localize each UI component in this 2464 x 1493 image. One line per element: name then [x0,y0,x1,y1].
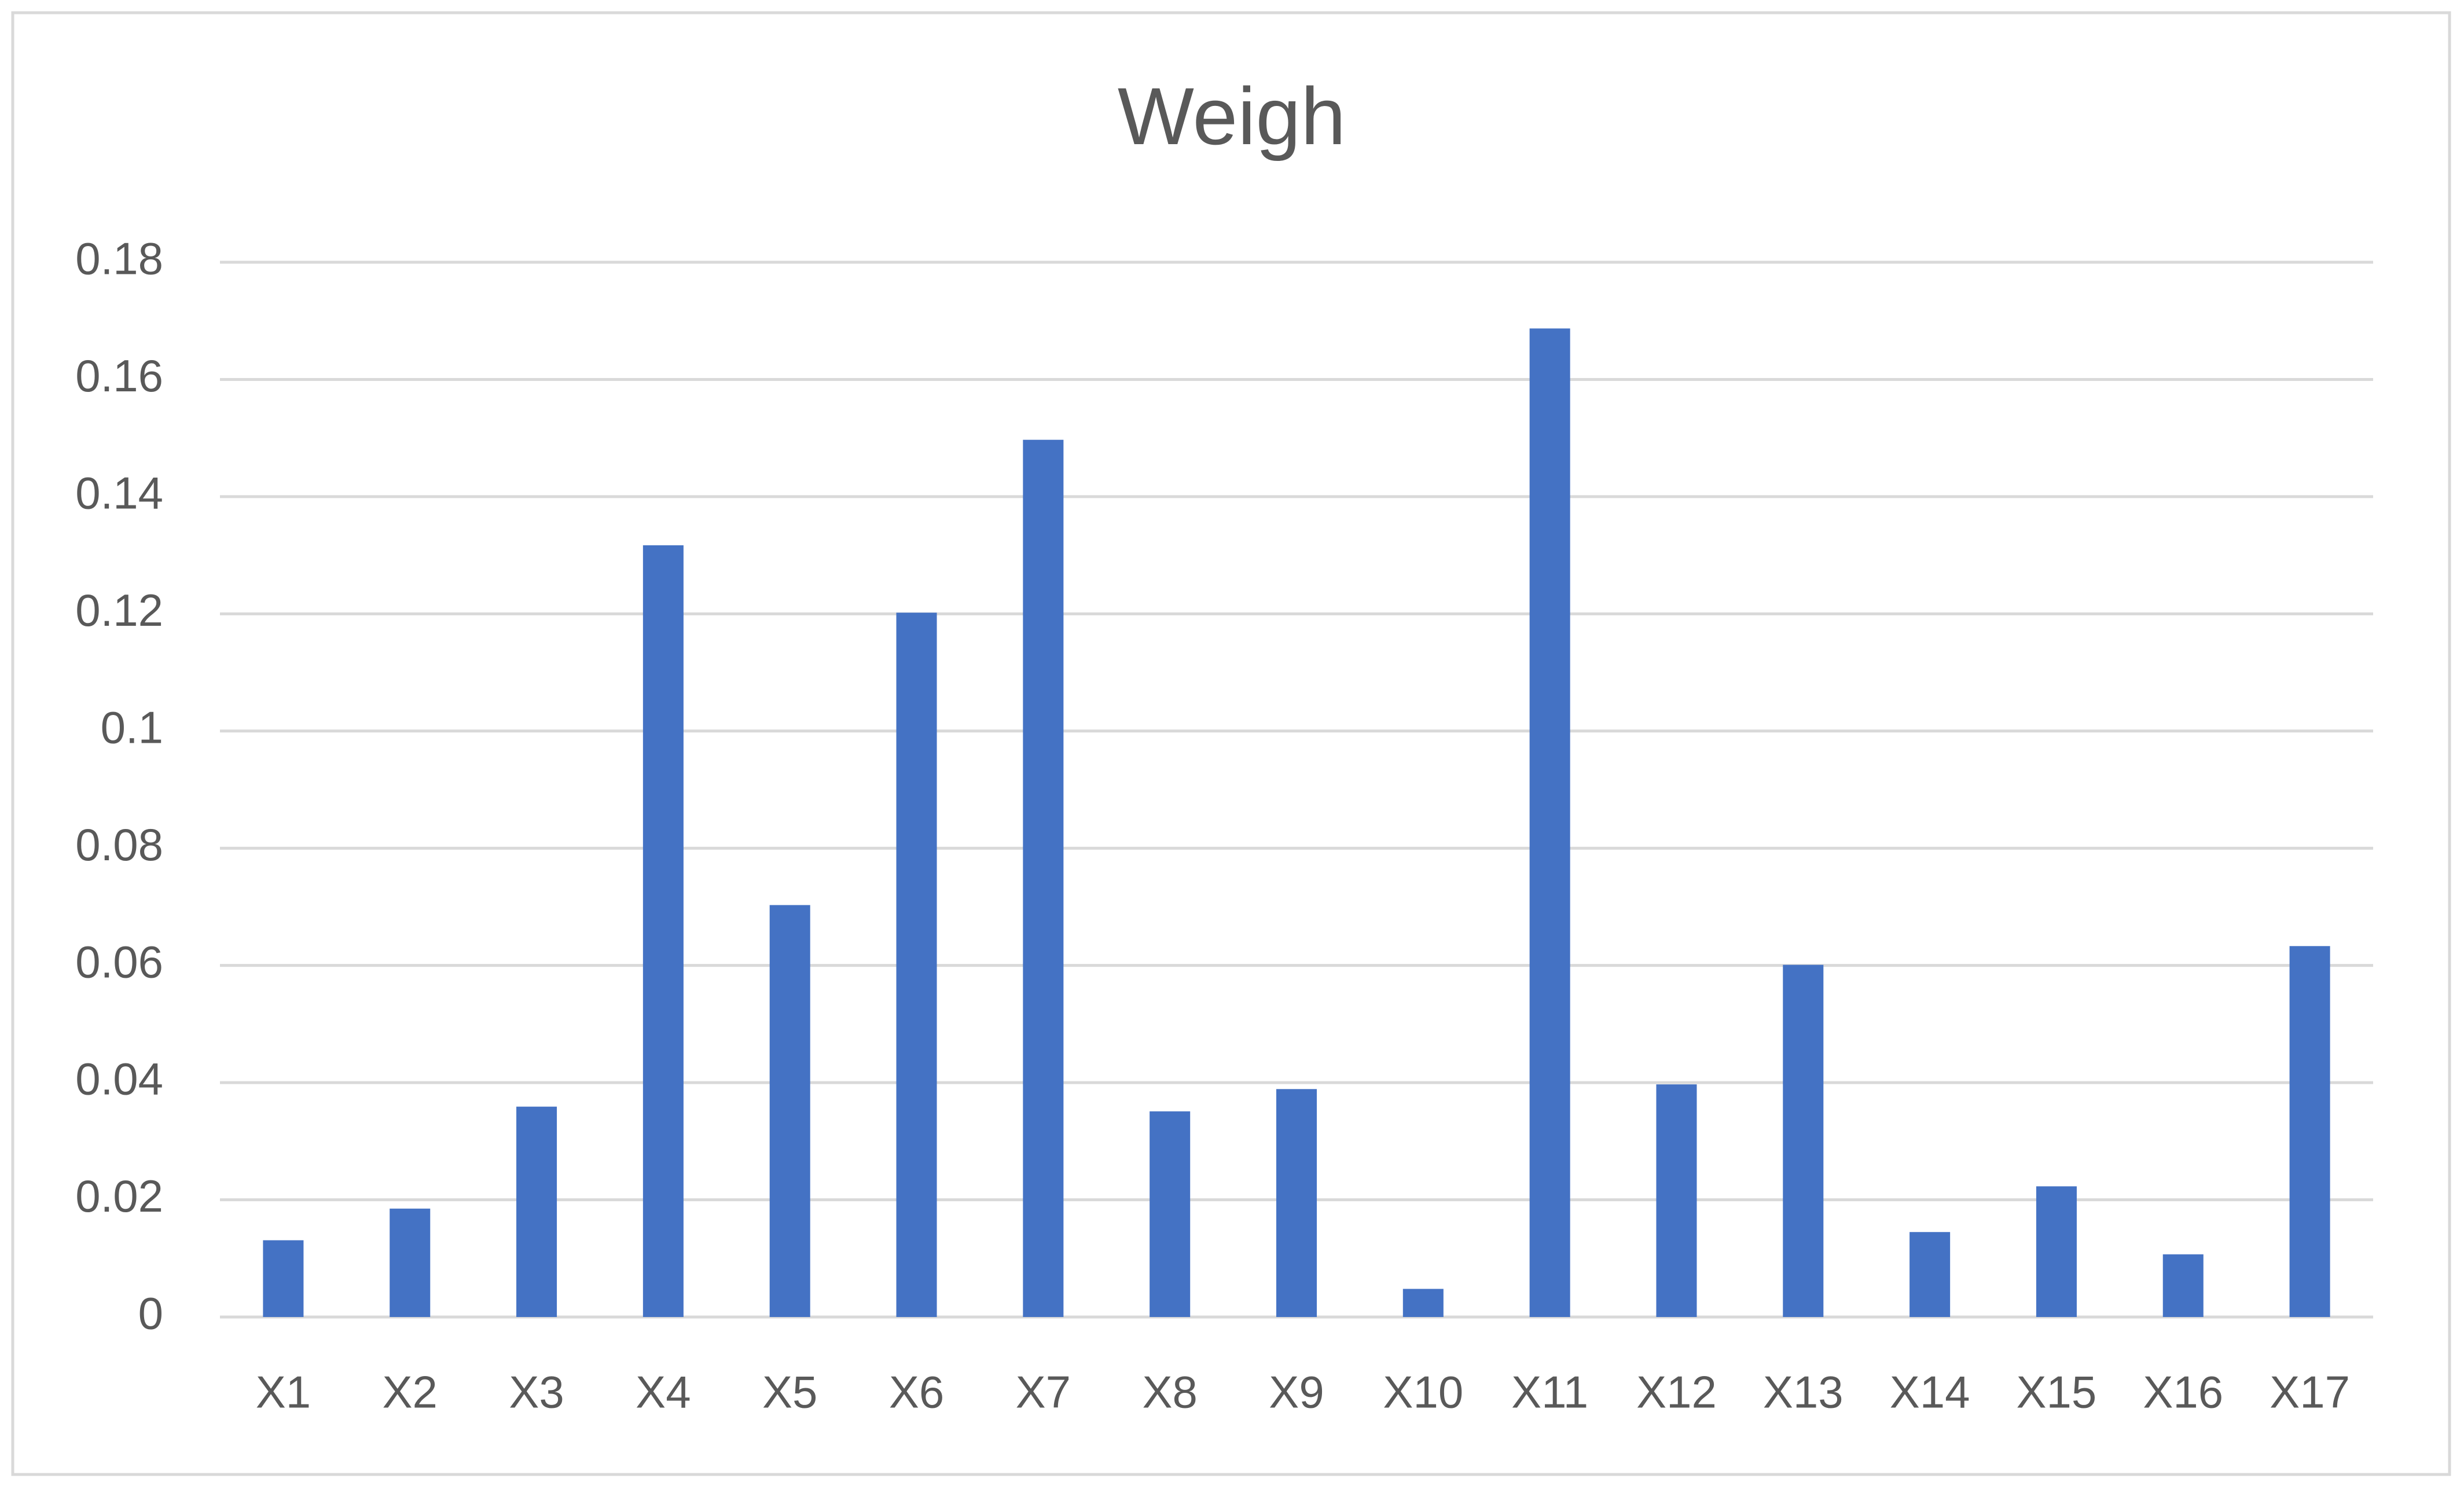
x-tick-label: X15 [2017,1367,2097,1418]
bar [1276,1089,1317,1317]
x-tick-label: X13 [1763,1367,1844,1418]
chart-border [11,11,2451,1476]
bar [1783,964,1824,1317]
chart-title: Weigh [1118,71,1346,162]
y-tick-label: 0.18 [75,233,163,284]
bar [516,1106,557,1317]
bar [769,905,810,1317]
y-tick-label: 0.1 [101,702,163,753]
y-tick-label: 0.12 [75,585,163,636]
y-tick-label: 0.02 [75,1171,163,1221]
x-tick-label: X6 [889,1367,944,1418]
bar [1656,1084,1697,1317]
bar [390,1208,431,1317]
bar [642,545,684,1317]
y-tick-label: 0 [138,1288,163,1339]
x-tick-label: X5 [762,1367,817,1418]
x-tick-label: X17 [2270,1367,2350,1418]
y-tick-label: 0.06 [75,936,163,987]
x-tick-label: X9 [1269,1367,1324,1418]
y-tick-label: 0.16 [75,350,163,401]
bar [1402,1289,1444,1317]
bar [2162,1254,2204,1317]
x-tick-label: X3 [509,1367,564,1418]
x-tick-label: X1 [256,1367,311,1418]
bar [2289,946,2330,1317]
x-tick-label: X4 [636,1367,691,1418]
bar [263,1240,304,1317]
bar [1529,328,1570,1317]
x-tick-label: X16 [2143,1367,2223,1418]
x-tick-label: X2 [383,1367,438,1418]
x-tick-label: X7 [1016,1367,1071,1418]
bar [1909,1232,1951,1317]
bar [896,612,937,1317]
x-tick-label: X11 [1511,1367,1588,1418]
bar [1150,1111,1191,1317]
y-tick-label: 0.08 [75,819,163,870]
y-tick-label: 0.14 [75,467,163,518]
x-tick-label: X10 [1383,1367,1463,1418]
x-tick-label: X8 [1142,1367,1197,1418]
y-tick-label: 0.04 [75,1054,163,1105]
bar [2036,1186,2077,1317]
x-tick-label: X12 [1636,1367,1717,1418]
bar [1023,439,1064,1317]
x-tick-label: X14 [1890,1367,1970,1418]
